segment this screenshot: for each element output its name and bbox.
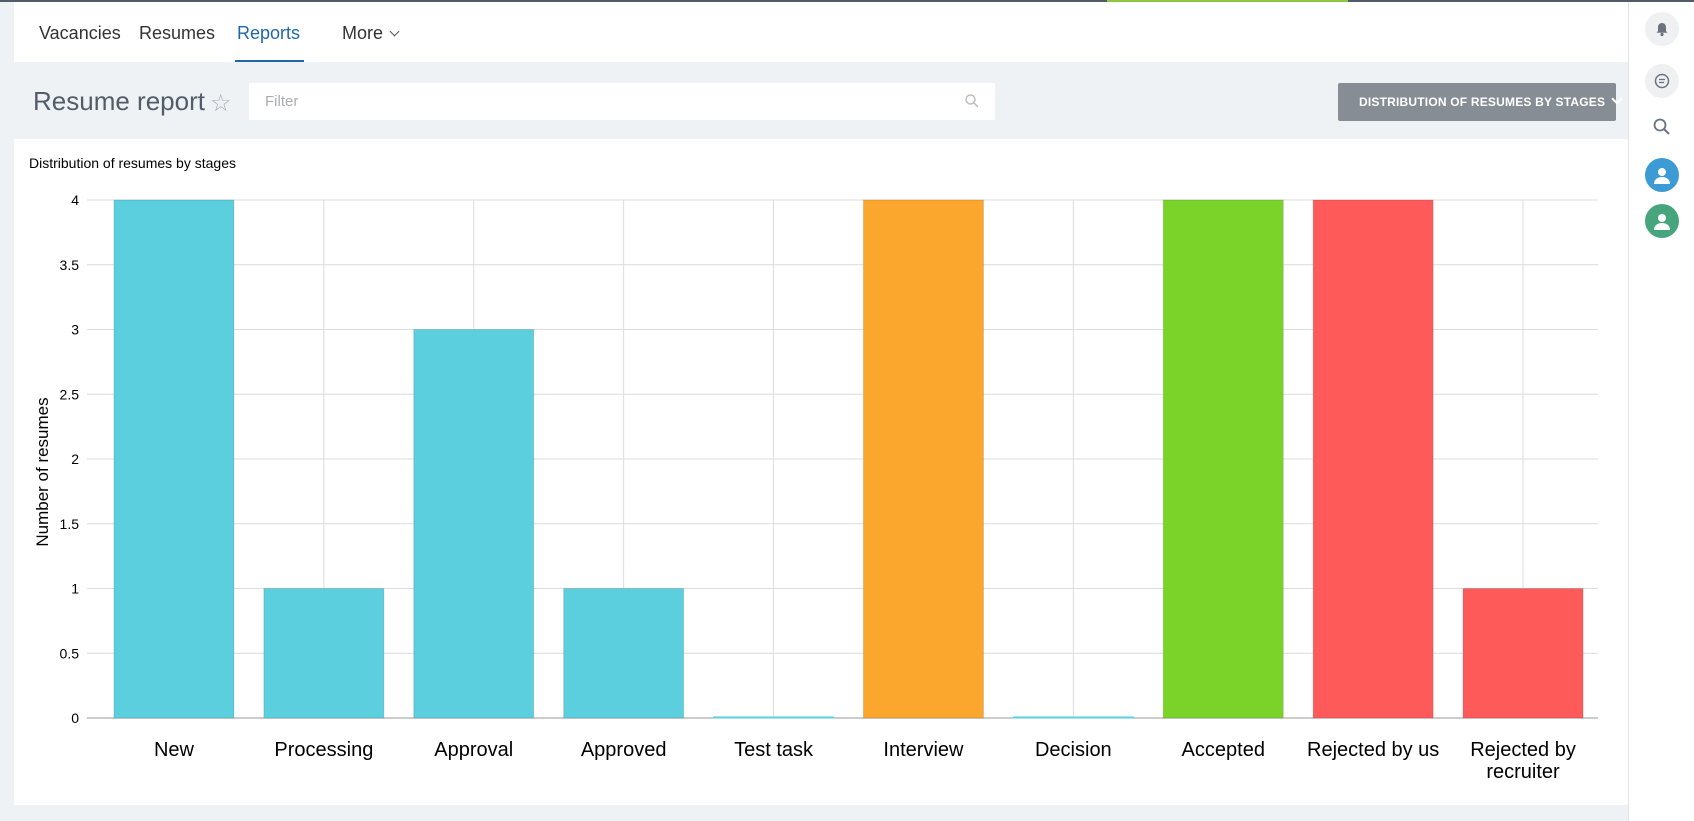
chat-icon[interactable] bbox=[1645, 64, 1679, 98]
bar-rejected-by-recruiter[interactable] bbox=[1462, 588, 1584, 719]
x-tick-label: Processing bbox=[274, 739, 373, 761]
y-tick-label: 2 bbox=[71, 451, 79, 467]
x-tick-labels: New Processing Approval Approved Test task In… bbox=[154, 739, 1576, 783]
search-icon[interactable] bbox=[1645, 110, 1679, 144]
y-tick-label: 1 bbox=[71, 581, 79, 597]
y-tick-label: 1.5 bbox=[60, 516, 80, 532]
x-tick-label: New bbox=[154, 739, 195, 761]
filter-box bbox=[248, 82, 996, 121]
x-tick-label: Interview bbox=[883, 739, 964, 761]
top-strip bbox=[0, 0, 1694, 2]
x-tick-label: Rejected by us bbox=[1307, 739, 1439, 761]
right-sidebar bbox=[1628, 2, 1694, 821]
bell-icon[interactable] bbox=[1645, 12, 1679, 46]
bar-test-task[interactable] bbox=[713, 716, 835, 719]
nav-resumes[interactable]: Resumes bbox=[139, 23, 216, 43]
bar-chart: 0 0.5 1 1.5 2 2.5 3 3.5 4 New Processing Approval A… bbox=[33, 192, 1598, 783]
nav-more-label: More bbox=[342, 23, 384, 43]
star-icon[interactable]: ☆ bbox=[210, 90, 232, 117]
x-tick-label: Approved bbox=[581, 739, 667, 761]
nav-more[interactable]: More bbox=[342, 2, 400, 62]
bar-decision[interactable] bbox=[1012, 716, 1134, 719]
y-axis-label: Number of resumes bbox=[33, 397, 52, 546]
y-tick-labels: 0 0.5 1 1.5 2 2.5 3 3.5 4 bbox=[60, 192, 80, 726]
x-tick-label: Approval bbox=[434, 739, 513, 761]
bar-approved[interactable] bbox=[563, 588, 685, 719]
bar-processing[interactable] bbox=[263, 588, 385, 719]
filter-input[interactable] bbox=[249, 83, 929, 120]
chart-title: Distribution of resumes by stages bbox=[29, 155, 236, 171]
x-tick-label: Test task bbox=[734, 739, 814, 761]
x-tick-label: Rejected by recruiter bbox=[1470, 739, 1576, 783]
y-tick-label: 4 bbox=[71, 192, 79, 208]
chevron-down-icon bbox=[389, 26, 400, 37]
bar-interview[interactable] bbox=[862, 199, 984, 719]
bar-accepted[interactable] bbox=[1162, 199, 1284, 719]
user-avatar-icon[interactable] bbox=[1645, 158, 1679, 192]
x-tick-label: Accepted bbox=[1182, 739, 1265, 761]
nav-reports[interactable]: Reports bbox=[234, 2, 305, 62]
top-strip-accent bbox=[1107, 0, 1348, 2]
x-tick-label: Decision bbox=[1035, 739, 1112, 761]
user-avatar-icon[interactable] bbox=[1645, 204, 1679, 238]
chart-bars bbox=[113, 199, 1584, 719]
bar-rejected-by-us[interactable] bbox=[1312, 199, 1434, 719]
top-nav: Vacancies Resumes Reports More bbox=[14, 2, 1628, 62]
chart-panel: Distribution of resumes by stages 0 0.5 1 1… bbox=[14, 139, 1628, 805]
chevron-down-icon bbox=[1611, 93, 1623, 105]
y-tick-label: 2.5 bbox=[60, 386, 80, 402]
nav-vacancies[interactable]: Vacancies bbox=[39, 23, 121, 43]
report-select-label: DISTRIBUTION OF RESUMES BY STAGES bbox=[1359, 95, 1606, 109]
search-icon[interactable] bbox=[965, 94, 979, 108]
bar-new[interactable] bbox=[113, 199, 235, 719]
y-tick-label: 3 bbox=[71, 322, 79, 338]
y-tick-label: 3.5 bbox=[60, 257, 80, 273]
y-tick-label: 0.5 bbox=[60, 645, 80, 661]
bar-approval[interactable] bbox=[413, 329, 535, 719]
page-title: Resume report bbox=[33, 86, 205, 116]
y-tick-label: 0 bbox=[71, 710, 79, 726]
report-select-button[interactable]: DISTRIBUTION OF RESUMES BY STAGES bbox=[1338, 83, 1623, 121]
